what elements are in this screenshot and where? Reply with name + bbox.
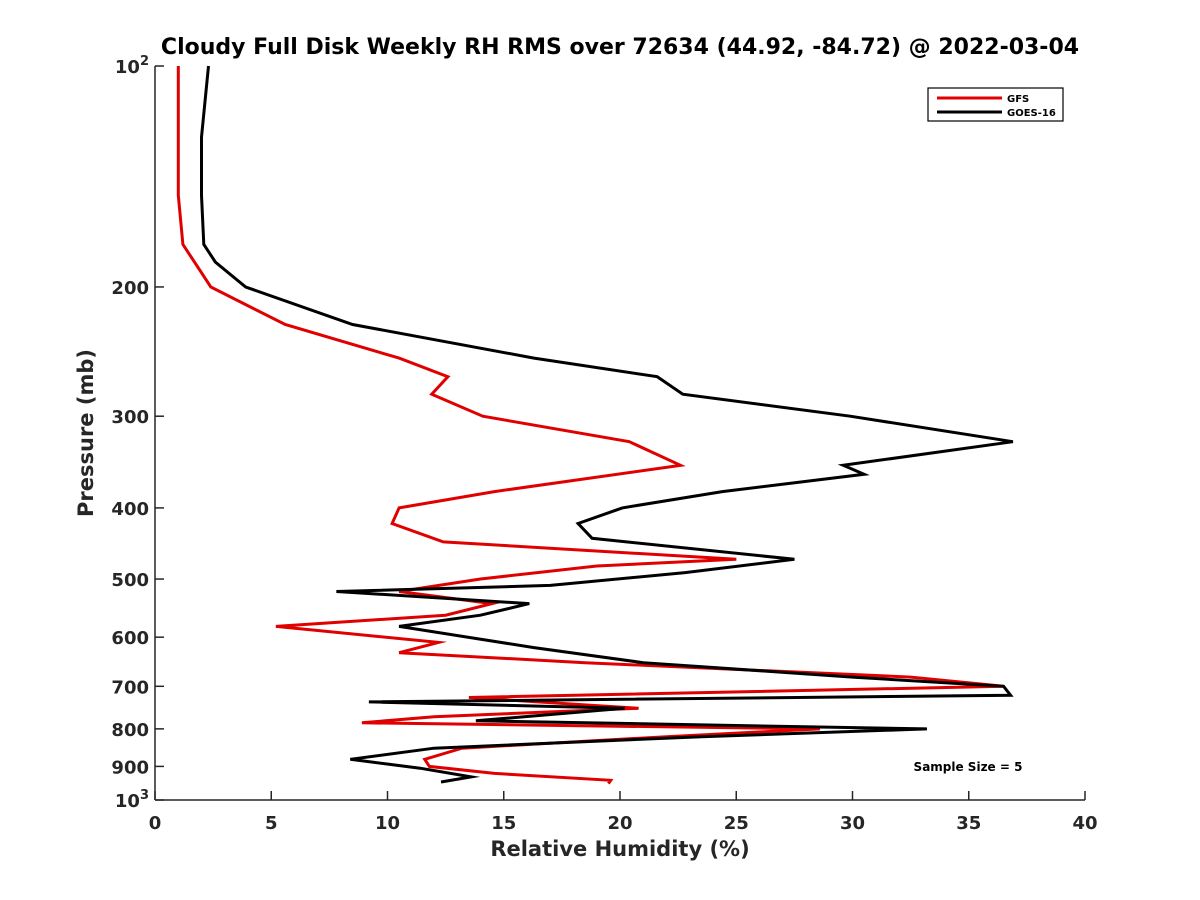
x-tick-label: 35 xyxy=(956,813,981,834)
series-lines xyxy=(176,65,1014,785)
chart-title: Cloudy Full Disk Weekly RH RMS over 7263… xyxy=(161,35,1079,60)
y-tick-label: 200 xyxy=(111,278,149,299)
y-tick-label-text: 400 xyxy=(111,499,149,520)
y-tick-label: 103 xyxy=(115,788,149,812)
y-tick-label: 700 xyxy=(111,677,149,698)
y-tick-exponent: 3 xyxy=(140,788,149,803)
y-tick-label: 600 xyxy=(111,628,149,649)
y-tick-label-text: 10 xyxy=(115,57,140,78)
y-tick-label: 300 xyxy=(111,407,149,428)
y-tick-label: 500 xyxy=(111,570,149,591)
x-axis-label: Relative Humidity (%) xyxy=(490,837,749,861)
x-tick-label: 15 xyxy=(491,813,516,834)
y-tick-label: 102 xyxy=(115,54,149,78)
x-tick-label: 0 xyxy=(149,813,162,834)
y-axis-label: Pressure (mb) xyxy=(74,349,98,517)
series-line-gfs xyxy=(176,66,1004,785)
y-tick-label: 900 xyxy=(111,757,149,778)
x-tick-label: 40 xyxy=(1072,813,1097,834)
y-tick-label-text: 600 xyxy=(111,628,149,649)
y-tick-label: 800 xyxy=(111,720,149,741)
y-tick-label-text: 500 xyxy=(111,570,149,591)
legend-label: GOES-16 xyxy=(1007,108,1056,119)
legend: GFS GOES-16 xyxy=(927,87,1064,122)
x-ticks: 0 5 10 15 20 25 30 35 40 xyxy=(149,791,1098,834)
x-tick-label: 20 xyxy=(607,813,632,834)
y-tick-label-text: 700 xyxy=(111,677,149,698)
y-tick-label: 400 xyxy=(111,499,149,520)
y-tick-label-text: 10 xyxy=(115,791,140,812)
series-line-goes-16 xyxy=(200,65,1014,784)
x-tick-label: 10 xyxy=(375,813,400,834)
x-tick-label: 30 xyxy=(840,813,865,834)
axes xyxy=(154,66,1085,801)
y-tick-label-text: 900 xyxy=(111,757,149,778)
legend-label: GFS xyxy=(1007,94,1029,105)
y-tick-label-text: 300 xyxy=(111,407,149,428)
legend-box xyxy=(927,87,1064,122)
y-tick-exponent: 2 xyxy=(140,54,149,69)
x-tick-label: 25 xyxy=(724,813,749,834)
sample-size-annotation: Sample Size = 5 xyxy=(914,760,1023,774)
x-tick-label: 5 xyxy=(265,813,278,834)
y-tick-label-text: 800 xyxy=(111,720,149,741)
y-tick-label-text: 200 xyxy=(111,278,149,299)
